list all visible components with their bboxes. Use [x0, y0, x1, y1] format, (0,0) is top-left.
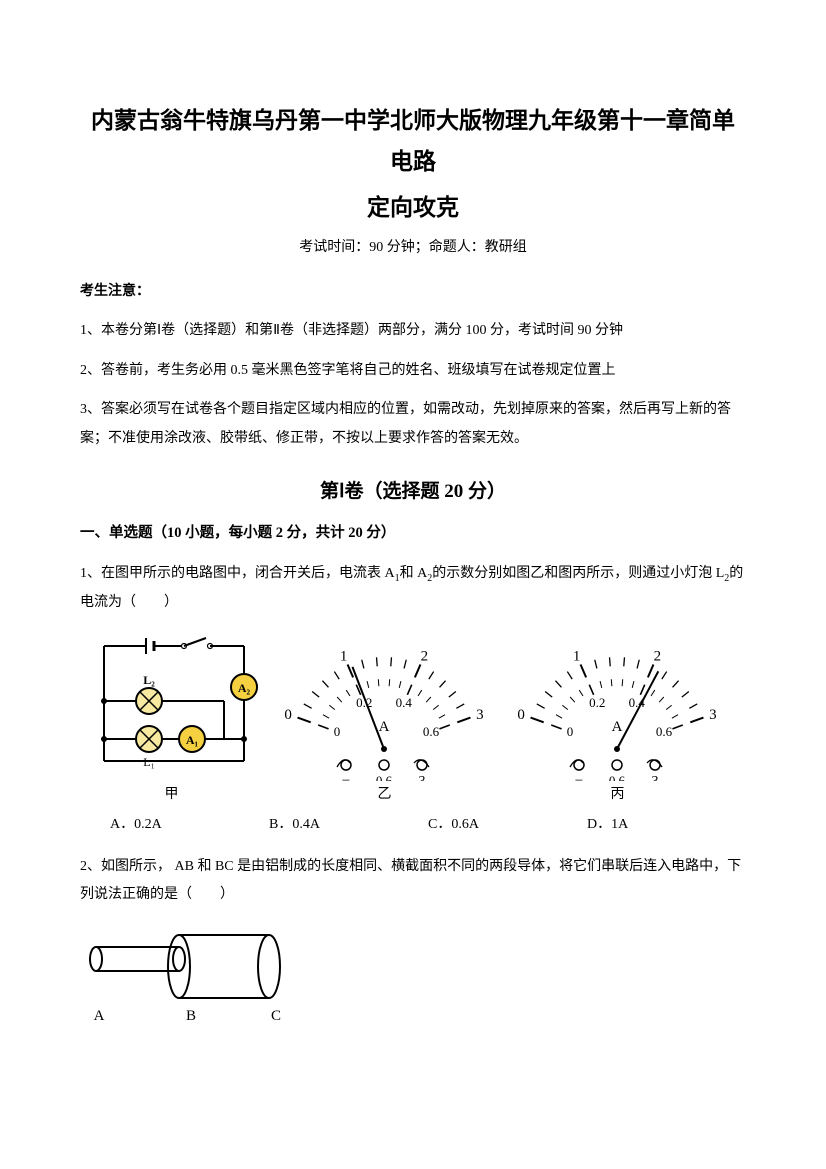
- svg-text:0: 0: [284, 707, 292, 723]
- q2-figure: [84, 923, 746, 1008]
- conductor-diagram: [84, 923, 284, 1008]
- svg-text:0.4: 0.4: [396, 695, 413, 710]
- svg-text:0: 0: [517, 707, 525, 723]
- svg-text:1: 1: [340, 648, 348, 664]
- svg-text:L₁: L₁: [143, 755, 155, 769]
- conductor-label-a: A: [84, 1008, 114, 1025]
- q1-figures: A₂L₂L₁A₁ 甲 012300.20.40.6A−0.63 乙 012300…: [84, 631, 746, 803]
- fig-jia-box: A₂ L₂ L₁ A₁ 甲: [84, 631, 259, 803]
- q1-options: A．0.2A B．0.4A C．0.6A D．1A: [110, 813, 746, 833]
- fig-yi-box: 012300.20.40.6A−0.63 乙: [277, 631, 492, 803]
- conductor-label-b: B: [176, 1008, 206, 1025]
- svg-text:1: 1: [573, 648, 581, 664]
- svg-text:3: 3: [709, 707, 717, 723]
- svg-text:−: −: [342, 773, 350, 781]
- circuit-diagram: A₂ L₂ L₁ A₁: [84, 631, 259, 781]
- ammeter-display-bing: 0 1 2 3 0 0.2 0.4 0.6 A − 0.6 3: [510, 631, 725, 781]
- svg-text:A₂: A₂: [238, 681, 251, 695]
- svg-text:0.6: 0.6: [376, 773, 393, 781]
- question-1-stem: 1、在图甲所示的电路图中，闭合开关后，电流表 A1和 A2的示数分别如图乙和图丙…: [80, 560, 746, 617]
- ammeter-display-yi: 012300.20.40.6A−0.63: [277, 631, 492, 781]
- svg-text:0.6: 0.6: [656, 723, 673, 738]
- section-1-heading: 第Ⅰ卷（选择题 20 分）: [80, 476, 746, 503]
- svg-text:0.2: 0.2: [589, 695, 605, 710]
- svg-text:−: −: [575, 773, 583, 781]
- doc-title-line2: 定向攻克: [80, 187, 746, 228]
- conductor-labels-row: A B C: [84, 1008, 746, 1025]
- svg-text:0: 0: [334, 723, 341, 738]
- svg-text:3: 3: [476, 707, 484, 723]
- fig-bing-label: 丙: [611, 783, 625, 803]
- svg-text:A₁: A₁: [186, 733, 199, 747]
- exam-meta: 考试时间：90 分钟；命题人：教研组: [80, 236, 746, 256]
- svg-text:L₂: L₂: [143, 673, 155, 687]
- svg-text:2: 2: [654, 648, 662, 664]
- svg-text:0.6: 0.6: [609, 773, 626, 781]
- svg-text:A: A: [612, 719, 623, 735]
- fig-jia-label: 甲: [165, 783, 179, 803]
- notice-item-1: 1、本卷分第Ⅰ卷（选择题）和第Ⅱ卷（非选择题）两部分，满分 100 分，考试时间…: [80, 316, 746, 345]
- svg-text:A: A: [379, 719, 390, 735]
- svg-text:3: 3: [419, 774, 426, 781]
- notice-item-2: 2、答卷前，考生务必用 0.5 毫米黑色签字笔将自己的姓名、班级填写在试卷规定位…: [80, 356, 746, 385]
- fig-yi-label: 乙: [378, 783, 392, 803]
- notice-item-3: 3、答案必须写在试卷各个题目指定区域内相应的位置，如需改动，先划掉原来的答案，然…: [80, 395, 746, 454]
- svg-text:0.6: 0.6: [423, 723, 440, 738]
- conductor-label-c: C: [261, 1008, 291, 1025]
- question-2-stem: 2、如图所示， AB 和 BC 是由铝制成的长度相同、横截面积不同的两段导体，将…: [80, 853, 746, 909]
- q1-text-c: 的示数分别如图乙和图丙所示，则通过小灯泡 L: [432, 566, 724, 581]
- q1-text-a: 1、在图甲所示的电路图中，闭合开关后，电流表 A: [80, 566, 395, 581]
- fig-bing-box: 0 1 2 3 0 0.2 0.4 0.6 A − 0.6 3 丙: [510, 631, 725, 803]
- q1-option-a: A．0.2A: [110, 813, 269, 833]
- doc-title-line1: 内蒙古翁牛特旗乌丹第一中学北师大版物理九年级第十一章简单电路: [80, 100, 746, 183]
- svg-text:2: 2: [421, 648, 429, 664]
- notice-heading: 考生注意：: [80, 280, 746, 300]
- q1-option-b: B．0.4A: [269, 813, 428, 833]
- q1-text-b: 和 A: [400, 566, 428, 581]
- part-1-heading: 一、单选题（10 小题，每小题 2 分，共计 20 分）: [80, 521, 746, 542]
- svg-text:3: 3: [652, 774, 659, 781]
- q1-option-d: D．1A: [587, 813, 746, 833]
- svg-text:0.4: 0.4: [629, 695, 646, 710]
- q1-option-c: C．0.6A: [428, 813, 587, 833]
- svg-text:0: 0: [567, 723, 574, 738]
